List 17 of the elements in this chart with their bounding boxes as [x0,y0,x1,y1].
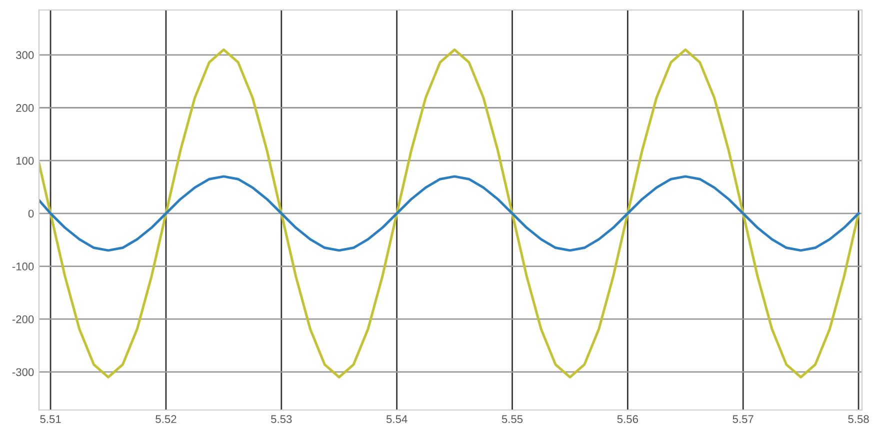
y-tick-label: -300 [12,368,34,376]
y-tick-label: -200 [12,315,34,324]
x-tick-label: 5.56 [617,415,638,424]
x-tick-label: 5.55 [502,415,523,424]
x-tick-label: 5.54 [386,415,408,424]
y-tick-label: 100 [16,156,34,165]
y-tick-label: -100 [12,262,34,270]
y-tick-label: 0 [28,210,34,218]
y-tick-label: 200 [16,104,34,112]
x-tick-label: 5.57 [732,415,754,424]
y-tick-label: 300 [16,51,34,60]
x-tick-label: 5.53 [271,415,292,424]
line-series [39,48,860,378]
line-series [39,175,860,252]
x-tick-label: 5.58 [848,415,869,424]
x-tick-label: 5.51 [40,415,61,424]
x-tick-label: 5.52 [156,415,176,424]
